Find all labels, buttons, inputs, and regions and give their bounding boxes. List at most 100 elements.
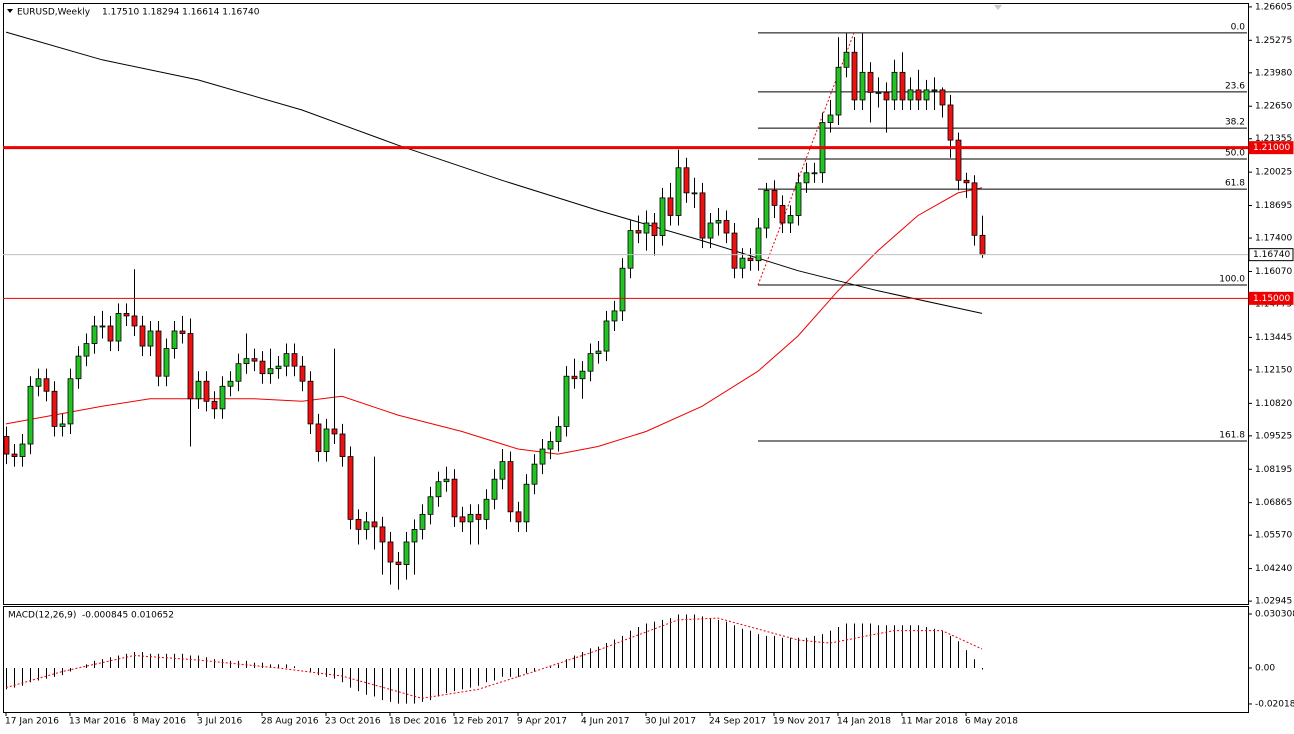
price-level-label: 1.21000	[1253, 143, 1290, 153]
price-level-label: 1.16740	[1253, 250, 1290, 260]
candle-body	[203, 380, 210, 402]
candle-body	[915, 89, 922, 101]
candle-body	[875, 92, 882, 94]
candle-body	[59, 423, 66, 427]
x-tick-label: 17 Jan 2016	[5, 717, 59, 727]
x-tick-label: 24 Sep 2017	[709, 717, 766, 727]
shift-marker[interactable]	[994, 5, 1002, 10]
candle-body	[859, 71, 866, 101]
candle-body	[267, 368, 274, 375]
candle-body	[467, 513, 474, 523]
candle-body	[219, 385, 226, 410]
candle-body	[587, 353, 594, 372]
candle-body	[515, 511, 522, 523]
candle-body	[939, 89, 946, 106]
candle-body	[243, 358, 250, 365]
y-tick-label: -0.020187	[1255, 699, 1294, 709]
candle-body	[707, 222, 714, 239]
candle-body	[307, 380, 314, 425]
candle-body	[227, 380, 234, 387]
candle-body	[619, 267, 626, 312]
x-tick-label: 30 Jul 2017	[645, 717, 696, 727]
candle-body	[355, 518, 362, 530]
candle-body	[387, 541, 394, 563]
candle-body	[483, 498, 490, 520]
candle-body	[451, 478, 458, 518]
y-tick-label: 1.12150	[1255, 365, 1292, 375]
macd-plot	[5, 614, 983, 704]
candle-body	[3, 436, 10, 455]
candle-body	[731, 232, 738, 269]
candle-body	[763, 189, 770, 229]
candle-body	[971, 182, 978, 236]
candle-body	[555, 426, 562, 442]
candle-body	[371, 521, 378, 528]
axes: 1.26605 1.25275 1.23980 1.22650 1.21355 1.200…	[5, 2, 1294, 726]
y-tick-label: 1.18695	[1255, 201, 1292, 211]
candle-body	[963, 179, 970, 184]
y-tick-label: 1.10820	[1255, 399, 1292, 409]
candle-body	[595, 350, 602, 355]
candle-body	[667, 197, 674, 216]
candle-body	[147, 330, 154, 347]
y-tick-label: 1.05570	[1255, 531, 1292, 541]
candle-body	[779, 205, 786, 224]
main-plot: 0.0 23.6 38.2 50.0 61.8 100.0 161.8	[3, 22, 1248, 590]
fib-label: 23.6	[1225, 81, 1245, 91]
candle-body	[947, 104, 954, 141]
y-tick-label: 1.17400	[1255, 234, 1292, 244]
candle-body	[67, 378, 74, 425]
candle-body	[843, 51, 850, 68]
y-tick-label: 1.08195	[1255, 465, 1292, 475]
candle-body	[75, 355, 82, 380]
candle-body	[123, 313, 130, 317]
candle-body	[747, 257, 754, 262]
y-tick-label: 1.23980	[1255, 68, 1292, 78]
candle-body	[299, 365, 306, 382]
y-tick-label: 1.06865	[1255, 498, 1292, 508]
candle-body	[411, 529, 418, 543]
candle-body	[867, 71, 874, 93]
fib-label: 61.8	[1225, 179, 1245, 189]
y-tick-label: 1.20025	[1255, 168, 1292, 178]
candle-body	[443, 478, 450, 483]
candle-body	[251, 358, 258, 362]
x-tick-label: 19 Nov 2017	[773, 717, 831, 727]
candle-body	[547, 441, 554, 450]
candle-body	[99, 325, 106, 328]
macd-values: -0.000845 0.010652	[82, 611, 174, 621]
candle-body	[675, 167, 682, 216]
candle-body	[323, 428, 330, 452]
moving-average	[5, 187, 983, 455]
candle-body	[459, 516, 466, 523]
candle-body	[259, 360, 266, 375]
candle-body	[91, 325, 98, 344]
candle-body	[171, 330, 178, 349]
candle-body	[979, 234, 986, 256]
candle-body	[635, 230, 642, 234]
candle-body	[427, 496, 434, 515]
candle-body	[771, 189, 778, 206]
candle-body	[347, 456, 354, 520]
x-tick-label: 23 Oct 2016	[325, 717, 381, 727]
fib-label: 161.8	[1219, 431, 1245, 441]
candle-body	[539, 448, 546, 465]
price-level-box	[1248, 248, 1294, 262]
x-tick-label: 3 Jul 2016	[197, 717, 242, 727]
symbol-title: EURUSD,Weekly	[17, 8, 91, 18]
candle-body	[899, 71, 906, 101]
fib-label: 100.0	[1219, 275, 1245, 285]
candle-body	[723, 220, 730, 234]
candle-body	[195, 380, 202, 400]
candle-body	[691, 192, 698, 195]
x-tick-label: 12 Feb 2017	[453, 717, 509, 727]
candle-body	[611, 310, 618, 322]
menu-arrow[interactable]	[7, 9, 13, 13]
x-tick-label: 6 May 2018	[965, 717, 1018, 727]
candle-body	[27, 385, 34, 445]
y-tick-label: 0.030308	[1255, 610, 1294, 620]
macd-signal	[5, 617, 983, 699]
candle-body	[907, 89, 914, 101]
